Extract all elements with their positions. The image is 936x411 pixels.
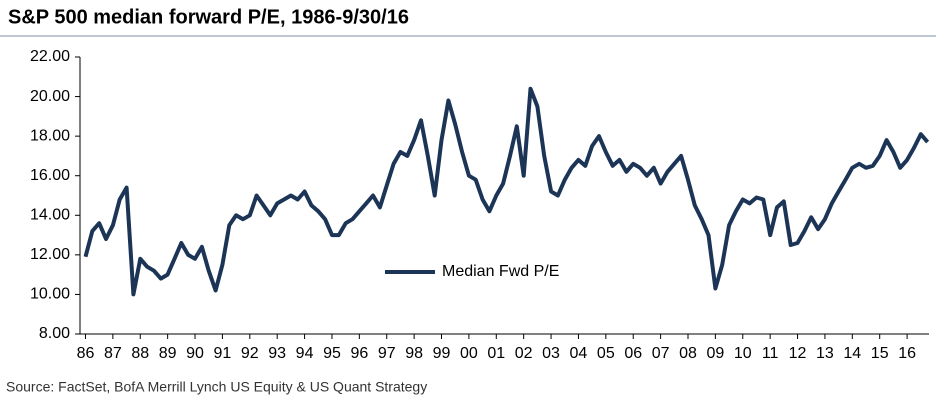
x-tick-label: 90 [186,345,204,362]
x-tick-label: 00 [460,345,478,362]
x-tick-label: 97 [378,345,396,362]
chart-title: S&P 500 median forward P/E, 1986-9/30/16 [8,6,409,28]
x-tick-label: 01 [487,345,505,362]
x-tick-label: 95 [323,345,341,362]
x-tick-label: 11 [762,345,779,362]
x-tick-label: 09 [706,345,724,362]
x-tick-label: 88 [131,345,149,362]
legend-label: Median Fwd P/E [442,263,559,280]
y-tick-label: 20.00 [30,88,70,105]
x-tick-label: 06 [624,345,642,362]
x-tick-label: 96 [350,345,368,362]
x-tick-label: 04 [570,345,588,362]
x-tick-label: 07 [652,345,670,362]
x-tick-label: 13 [816,345,834,362]
source-note: Source: FactSet, BofA Merrill Lynch US E… [6,379,427,395]
y-tick-label: 16.00 [30,167,70,184]
y-tick-label: 10.00 [30,286,70,303]
y-tick-label: 14.00 [30,207,70,224]
x-tick-label: 98 [405,345,423,362]
x-tick-label: 12 [789,345,807,362]
x-tick-label: 15 [871,345,889,362]
x-tick-label: 91 [214,345,232,362]
y-tick-label: 18.00 [30,127,70,144]
x-tick-label: 16 [898,345,916,362]
x-tick-label: 08 [679,345,697,362]
x-tick-label: 14 [843,345,861,362]
x-tick-label: 05 [597,345,615,362]
x-tick-label: 86 [77,345,95,362]
x-tick-label: 10 [734,345,752,362]
x-tick-label: 89 [159,345,177,362]
x-tick-label: 87 [104,345,122,362]
x-tick-label: 94 [296,345,314,362]
data-line [83,86,930,297]
x-tick-label: 02 [515,345,533,362]
y-tick-label: 22.00 [30,48,70,65]
y-tick-label: 8.00 [39,325,70,342]
x-tick-label: 03 [542,345,560,362]
y-tick-label: 12.00 [30,246,70,263]
x-tick-label: 93 [268,345,286,362]
x-tick-label: 92 [241,345,259,362]
x-tick-label: 99 [433,345,451,362]
